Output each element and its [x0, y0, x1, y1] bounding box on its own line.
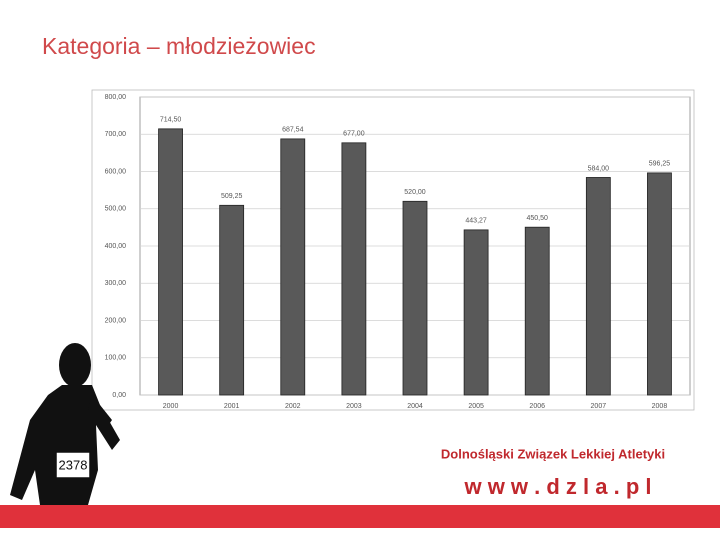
bar	[341, 142, 367, 396]
bar	[647, 172, 672, 396]
value-label: 450,50	[527, 215, 549, 222]
value-label: 443,27	[465, 218, 487, 225]
slide-title: Kategoria – młodzieżowiec	[42, 33, 316, 59]
value-label: 584,00	[588, 165, 610, 172]
website: w w w . d z l a . p l	[463, 474, 651, 499]
x-tick-label: 2004	[407, 403, 423, 410]
value-label: 687,54	[282, 127, 304, 134]
y-tick-label: 700,00	[105, 131, 127, 138]
bib-number: 2378	[59, 457, 88, 472]
y-tick-label: 0,00	[112, 392, 126, 399]
x-tick-label: 2003	[346, 403, 362, 410]
value-label: 509,25	[221, 193, 243, 200]
y-tick-label: 600,00	[105, 168, 127, 175]
value-label: 714,50	[160, 117, 182, 124]
chart: 0,00 100,00 200,00 300,00 400,00 500,00 600,00…	[105, 94, 690, 410]
y-tick-label: 200,00	[105, 317, 127, 324]
bar	[585, 177, 611, 396]
bar	[524, 226, 550, 396]
y-tick-label: 500,00	[105, 206, 127, 213]
y-tick-label: 100,00	[105, 355, 127, 362]
y-tick-label: 400,00	[105, 243, 127, 250]
runner-bib	[55, 451, 91, 479]
value-label: 520,00	[404, 189, 426, 196]
x-tick-label: 2005	[468, 403, 484, 410]
bar	[158, 128, 183, 396]
x-tick-label: 2000	[163, 403, 179, 410]
x-tick-label: 2008	[652, 403, 668, 410]
bar	[463, 229, 489, 396]
x-tick-label: 2007	[591, 403, 607, 410]
y-tick-label: 300,00	[105, 280, 127, 287]
bar	[402, 200, 428, 396]
value-label: 677,00	[343, 131, 365, 138]
x-tick-label: 2002	[285, 403, 301, 410]
runner-illustration	[10, 343, 120, 505]
bar	[219, 204, 245, 396]
bar	[280, 138, 306, 396]
footer-band	[0, 505, 720, 528]
x-tick-label: 2006	[529, 403, 545, 410]
y-tick-label: 800,00	[105, 94, 127, 101]
value-label: 596,25	[649, 161, 671, 168]
organization-name: Dolnośląski Związek Lekkiej Atletyki	[441, 446, 665, 461]
x-tick-label: 2001	[224, 403, 240, 410]
